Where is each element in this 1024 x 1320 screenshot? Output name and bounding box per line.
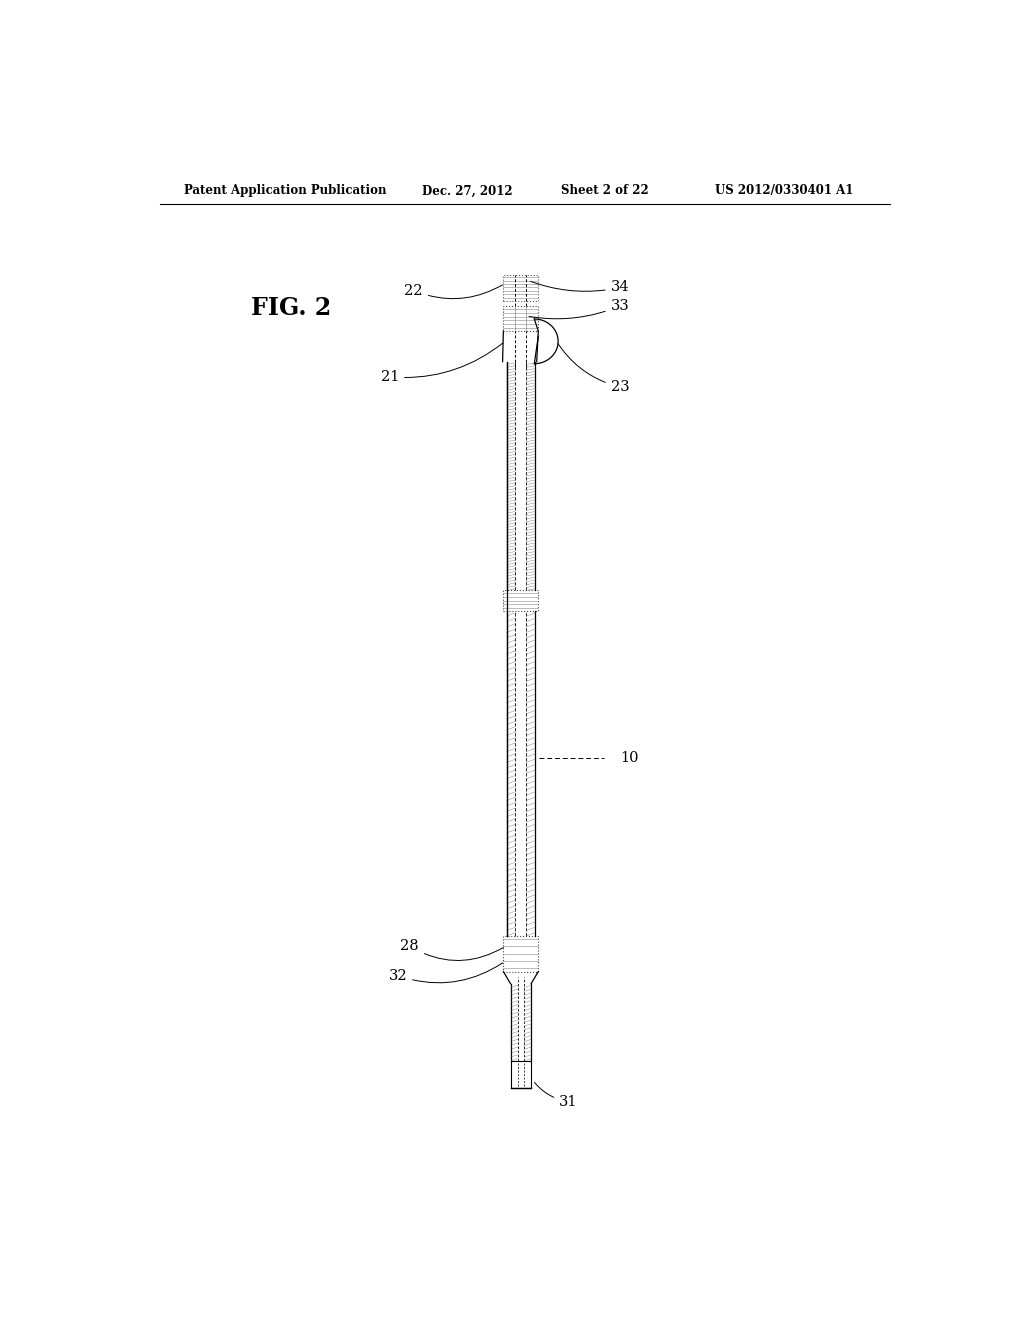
Bar	[511, 1061, 531, 1089]
Text: 33: 33	[529, 298, 630, 319]
Text: 31: 31	[535, 1082, 578, 1109]
Bar	[504, 306, 539, 331]
Text: 34: 34	[530, 280, 630, 294]
Text: Dec. 27, 2012: Dec. 27, 2012	[422, 185, 512, 198]
Text: 23: 23	[558, 343, 630, 395]
Text: FIG. 2: FIG. 2	[251, 296, 331, 319]
Bar	[504, 276, 539, 301]
Text: 28: 28	[400, 939, 504, 961]
Text: Sheet 2 of 22: Sheet 2 of 22	[560, 185, 648, 198]
Text: 22: 22	[404, 284, 503, 298]
Text: US 2012/0330401 A1: US 2012/0330401 A1	[715, 185, 854, 198]
Bar	[504, 590, 539, 611]
Text: 21: 21	[381, 343, 503, 384]
Bar	[504, 936, 539, 972]
Text: 10: 10	[620, 751, 639, 766]
Text: 32: 32	[388, 962, 503, 983]
Text: Patent Application Publication: Patent Application Publication	[183, 185, 386, 198]
